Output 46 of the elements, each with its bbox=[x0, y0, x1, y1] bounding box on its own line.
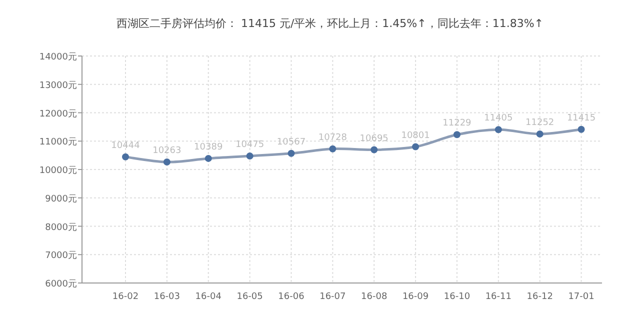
data-label: 11252 bbox=[526, 118, 554, 128]
x-tick-label: 16-07 bbox=[320, 292, 346, 302]
x-tick-label: 16-12 bbox=[526, 292, 553, 302]
x-tick-label: 16-05 bbox=[236, 292, 263, 302]
point bbox=[246, 152, 254, 160]
point bbox=[536, 130, 544, 138]
data-label: 10801 bbox=[401, 130, 430, 141]
data-label: 10728 bbox=[318, 132, 348, 143]
y-tick-label: 7000元 bbox=[45, 250, 77, 262]
x-tick-label: 16-10 bbox=[444, 292, 470, 302]
data-label: 10567 bbox=[276, 137, 306, 148]
point bbox=[370, 146, 378, 154]
y-tick-label: 12000元 bbox=[39, 108, 77, 120]
y-tick-label: 13000元 bbox=[39, 80, 77, 91]
point bbox=[578, 126, 585, 133]
point bbox=[329, 145, 336, 152]
y-tick-label: 10000元 bbox=[39, 165, 77, 176]
chart-title: 西湖区二手房评估均价： 11415 元/平米，环比上月：1.45%↑，同比去年：11.83%↑ bbox=[116, 17, 544, 30]
point bbox=[412, 143, 420, 150]
point bbox=[288, 150, 295, 157]
y-tick-label: 11000元 bbox=[39, 136, 77, 148]
data-label: 10695 bbox=[360, 134, 388, 144]
y-tick-label: 9000元 bbox=[45, 193, 77, 204]
point bbox=[122, 153, 130, 160]
x-tick-label: 16-08 bbox=[361, 292, 388, 302]
x-tick-label: 16-02 bbox=[112, 292, 139, 302]
x-tick-label: 17-01 bbox=[568, 292, 594, 302]
x-tick-label: 16-06 bbox=[278, 292, 305, 302]
data-label: 10444 bbox=[111, 140, 140, 151]
data-label: 11405 bbox=[484, 114, 513, 124]
y-tick-label: 14000元 bbox=[39, 52, 77, 62]
data-label: 11229 bbox=[442, 118, 472, 129]
data-label: 10475 bbox=[235, 140, 264, 150]
data-label: 10263 bbox=[152, 146, 182, 156]
point bbox=[163, 158, 170, 166]
y-tick-label: 6000元 bbox=[45, 278, 77, 290]
data-label: 11415 bbox=[566, 113, 596, 124]
y-tick-label: 8000元 bbox=[45, 222, 77, 233]
point bbox=[204, 154, 212, 162]
x-tick-label: 16-11 bbox=[485, 292, 512, 302]
point bbox=[494, 126, 502, 134]
x-tick-label: 16-03 bbox=[154, 292, 180, 302]
x-tick-label: 16-09 bbox=[402, 292, 429, 302]
data-label: 10389 bbox=[194, 142, 223, 152]
x-tick-label: 16-04 bbox=[195, 292, 222, 302]
point bbox=[453, 131, 460, 138]
